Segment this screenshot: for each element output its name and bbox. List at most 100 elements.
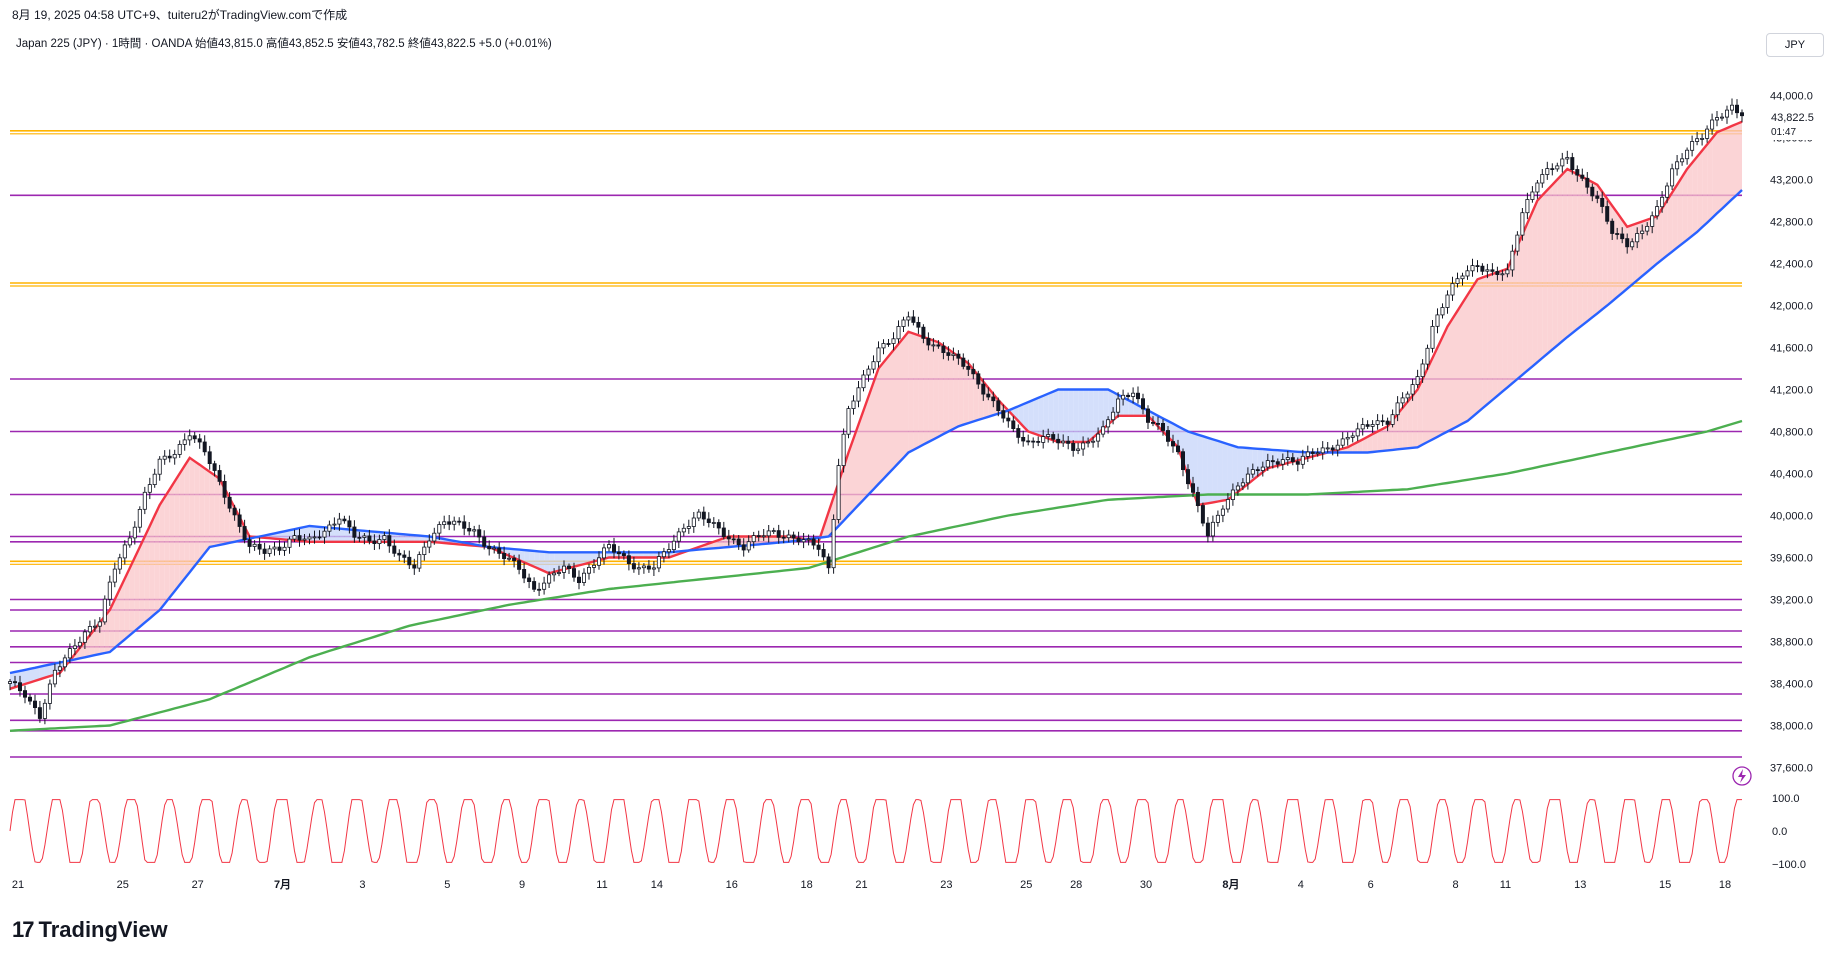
cloud-segment — [918, 335, 924, 448]
candle-body — [1485, 269, 1490, 272]
cloud-segment — [1502, 268, 1508, 392]
cloud-segment — [414, 535, 420, 542]
candle-body — [237, 514, 242, 527]
candle-body — [12, 681, 17, 684]
candle-body — [1610, 220, 1615, 234]
candle-body — [1735, 104, 1740, 114]
candle-body — [626, 555, 631, 565]
cloud-segment — [1592, 182, 1598, 318]
time-axis[interactable]: 21 25 27 7月 3 5 9 11 14 16 18 21 23 25 28 30 8月 4 6 8 11 13 15… — [12, 878, 1731, 891]
cloud-segment — [1422, 368, 1428, 445]
cloud-segment — [1207, 437, 1213, 504]
candle-body — [1430, 325, 1435, 349]
time-tick-label: 8 — [1452, 879, 1458, 891]
candle-body — [447, 521, 452, 525]
candle-body — [1490, 269, 1495, 272]
cloud-segment — [1517, 234, 1523, 379]
candle-body — [901, 319, 906, 327]
symbol-legend[interactable]: Japan 225 (JPY) · 1時間 · OANDA 始値43,815.0… — [16, 38, 552, 50]
candle-body — [1141, 398, 1146, 410]
candle-body — [1161, 422, 1166, 431]
candle-body — [1405, 393, 1410, 399]
candle-body — [1605, 206, 1610, 222]
cloud-segment — [1387, 420, 1393, 451]
cloud-segment — [1637, 221, 1643, 281]
cloud-segment — [194, 461, 200, 566]
cloud-segment — [314, 526, 320, 542]
candle-body — [756, 535, 761, 537]
candle-body — [177, 443, 182, 455]
candle-body — [192, 435, 197, 440]
cloud-segment — [30, 667, 35, 683]
lightning-icon[interactable] — [1732, 766, 1752, 786]
time-tick-label: 4 — [1298, 879, 1304, 891]
candle-body — [502, 553, 507, 560]
cloud-segment — [409, 534, 415, 542]
candle-body — [197, 438, 202, 443]
cloud-segment — [339, 528, 345, 542]
candle-body — [1335, 444, 1340, 451]
candle-body — [382, 535, 387, 540]
cloud-segment — [549, 552, 555, 574]
candle-body — [1495, 270, 1500, 275]
cloud-segment — [94, 622, 100, 656]
candle-body — [1260, 466, 1265, 471]
candle-body — [1675, 161, 1680, 170]
candle-body — [1500, 273, 1505, 276]
candle-body — [427, 540, 432, 548]
cloud-segment — [648, 552, 654, 558]
candle-body — [52, 669, 57, 685]
tradingview-logo[interactable]: 17 TradingView — [12, 917, 168, 943]
candle-body — [1525, 199, 1530, 214]
cloud-segment — [574, 552, 579, 567]
cloud-segment — [1512, 246, 1518, 384]
candle-body — [1715, 117, 1720, 121]
candle-body — [1385, 420, 1390, 425]
currency-button[interactable]: JPY — [1766, 33, 1824, 57]
candle-body — [996, 400, 1001, 411]
candle-body — [706, 518, 711, 523]
cloud-segment — [1672, 184, 1678, 252]
candle-body — [1340, 438, 1345, 446]
price-tick-label: 42,400.0 — [1770, 259, 1813, 271]
candle-body — [801, 539, 806, 543]
price-tick-label: 38,800.0 — [1770, 637, 1813, 649]
candle-body — [1655, 206, 1660, 217]
osc-tick-label: −100.0 — [1772, 859, 1806, 871]
cloud-segment — [1612, 205, 1618, 302]
candle-body — [716, 522, 721, 529]
candle-body — [262, 548, 267, 554]
candle-body — [1240, 482, 1245, 487]
candle-body — [337, 518, 342, 525]
time-tick-label: 3 — [359, 879, 365, 891]
candle-body — [272, 546, 277, 550]
candle-body — [1101, 426, 1106, 435]
candle-body — [736, 538, 741, 546]
cloud-segment — [359, 530, 365, 542]
cloud-segment — [524, 550, 530, 565]
candle-body — [1021, 436, 1026, 442]
candle-body — [292, 535, 297, 540]
cloud-segment — [1212, 439, 1218, 503]
cloud-segment — [1432, 347, 1438, 440]
top-caption: 8月 19, 2025 04:58 UTC+9、tuiteru2がTrading… — [12, 8, 348, 22]
cloud-segment — [1202, 436, 1208, 505]
candle-body — [1460, 275, 1465, 280]
candle-body — [442, 521, 447, 525]
candle-body — [711, 522, 716, 524]
candle-body — [661, 551, 666, 558]
candle-body — [1665, 185, 1670, 198]
cloud-segment — [1542, 190, 1548, 358]
cloud-segment — [878, 362, 884, 484]
candle-body — [1210, 521, 1215, 537]
candle-body — [1680, 158, 1685, 163]
candle-body — [482, 536, 487, 547]
price-axis[interactable]: 44,000.043,600.043,200.042,800.042,400.0… — [1770, 91, 1813, 775]
candle-body — [217, 470, 222, 482]
cloud-segment — [1377, 428, 1383, 452]
candle-body — [1051, 434, 1056, 440]
cloud-segment — [1412, 389, 1418, 448]
cloud-segment — [169, 481, 175, 598]
candle-body — [82, 631, 87, 643]
